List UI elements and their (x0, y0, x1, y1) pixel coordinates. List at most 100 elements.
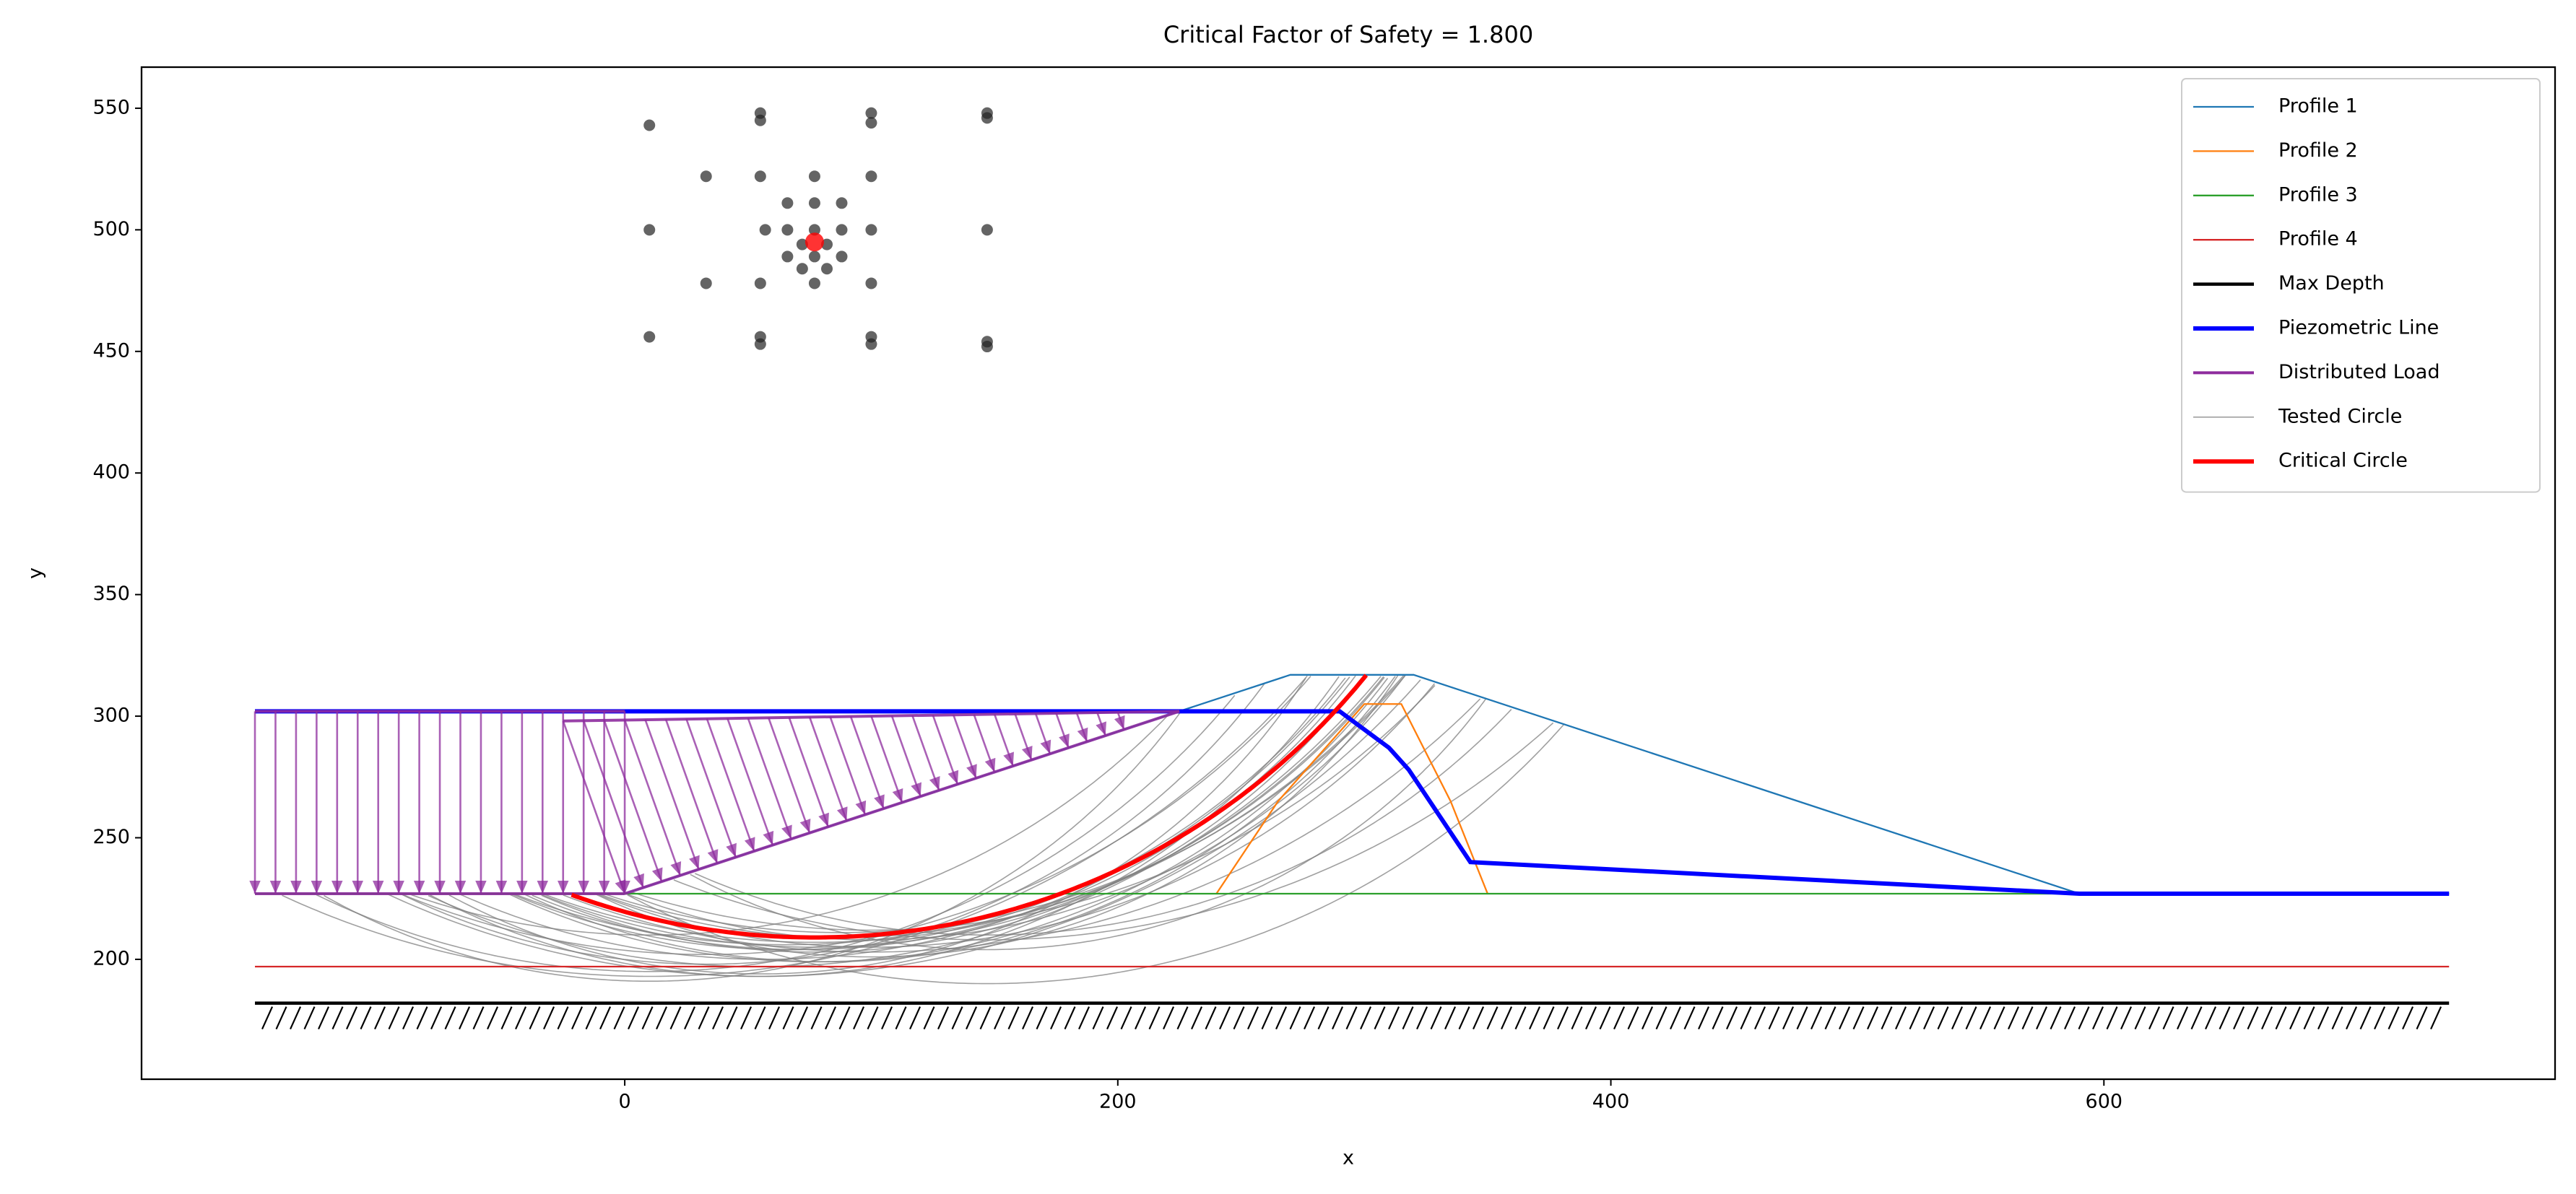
hatch (2346, 1006, 2358, 1030)
hatch (1176, 1006, 1189, 1030)
hatch (909, 1006, 921, 1030)
hatch (1317, 1006, 1330, 1030)
search-point (754, 170, 766, 183)
hatch (599, 1006, 612, 1030)
hatch (2177, 1006, 2189, 1030)
hatch (1345, 1006, 1358, 1030)
hatch (867, 1006, 879, 1030)
hatch (2275, 1006, 2287, 1030)
hatch (430, 1006, 443, 1030)
hatch (2050, 1006, 2062, 1030)
hatch (1191, 1006, 1203, 1030)
search-point (808, 277, 820, 289)
hatch (1261, 1006, 1273, 1030)
load-arrow (747, 718, 792, 840)
hatch (2148, 1006, 2161, 1030)
hatch (1473, 1006, 1485, 1030)
tested-circle (429, 676, 1340, 977)
hatch (838, 1006, 851, 1030)
tested-circle (458, 676, 1350, 960)
hatch (2008, 1006, 2020, 1030)
search-point (981, 341, 993, 353)
hatch (2219, 1006, 2231, 1030)
hatch (2430, 1006, 2442, 1030)
x-axis-label: x (1343, 1147, 1354, 1169)
search-point (808, 197, 820, 209)
hatch (656, 1006, 668, 1030)
hatch (1768, 1006, 1780, 1030)
critical-circle (571, 674, 1369, 940)
hatch (1796, 1006, 1808, 1030)
legend-label: Distributed Load (2278, 361, 2440, 383)
search-point (865, 117, 877, 129)
hatch (1557, 1006, 1569, 1030)
hatch (754, 1006, 766, 1030)
hatch (2331, 1006, 2343, 1030)
hatch (2120, 1006, 2133, 1030)
tested-circle (510, 678, 1389, 963)
load-arrow (623, 720, 682, 876)
legend-label: Profile 2 (2278, 139, 2358, 162)
search-point (865, 107, 877, 119)
hatch (1430, 1006, 1442, 1030)
hatch (1388, 1006, 1400, 1030)
load-arrow (582, 720, 644, 888)
hatch (669, 1006, 682, 1030)
load-arrow (829, 716, 867, 815)
load-arrow (870, 715, 903, 803)
load-top (563, 710, 1180, 723)
hatch (1332, 1006, 1344, 1030)
legend-label: Profile 4 (2278, 228, 2358, 250)
hatch (628, 1006, 640, 1030)
hatch (951, 1006, 963, 1030)
search-point (643, 331, 656, 343)
y-tick-label: 250 (92, 826, 130, 848)
search-point (865, 224, 877, 236)
hatch (1007, 1006, 1020, 1030)
hatch (825, 1006, 837, 1030)
hatch (1050, 1006, 1062, 1030)
load-arrow (767, 717, 811, 834)
hatch (937, 1006, 950, 1030)
hatch (1740, 1006, 1752, 1030)
hatch (500, 1006, 513, 1030)
legend-label: Piezometric Line (2278, 317, 2439, 339)
hatch (1304, 1006, 1316, 1030)
hatch (1022, 1006, 1034, 1030)
plot-area (249, 107, 2450, 1030)
hatch (782, 1006, 794, 1030)
hatch (2233, 1006, 2245, 1030)
search-point (643, 224, 656, 236)
hatch (1867, 1006, 1879, 1030)
legend-label: Max Depth (2278, 272, 2385, 295)
hatch (1247, 1006, 1259, 1030)
load-arrow (932, 715, 959, 785)
series-line (255, 709, 2450, 896)
x-tick-label: 600 (2086, 1091, 2123, 1113)
load-arrow (603, 720, 663, 882)
y-axis-label: y (25, 567, 47, 579)
legend-label: Profile 1 (2278, 95, 2358, 118)
hatch (1458, 1006, 1470, 1030)
tested-circle (627, 724, 1564, 985)
load-arrow (1055, 713, 1070, 749)
hatch (1909, 1006, 1921, 1030)
hatch (1599, 1006, 1611, 1030)
hatch (290, 1006, 302, 1030)
critical-center (805, 232, 824, 252)
hatch (2134, 1006, 2146, 1030)
search-point (808, 170, 820, 183)
search-point (754, 114, 766, 126)
hatch (2190, 1006, 2203, 1030)
hatch (515, 1006, 527, 1030)
hatch (1360, 1006, 1372, 1030)
hatch (2303, 1006, 2315, 1030)
hatch (303, 1006, 316, 1030)
hatch (1514, 1006, 1527, 1030)
y-tick-label: 300 (92, 705, 130, 727)
hatch (2317, 1006, 2330, 1030)
load-arrow (849, 716, 885, 809)
hatch (459, 1006, 471, 1030)
